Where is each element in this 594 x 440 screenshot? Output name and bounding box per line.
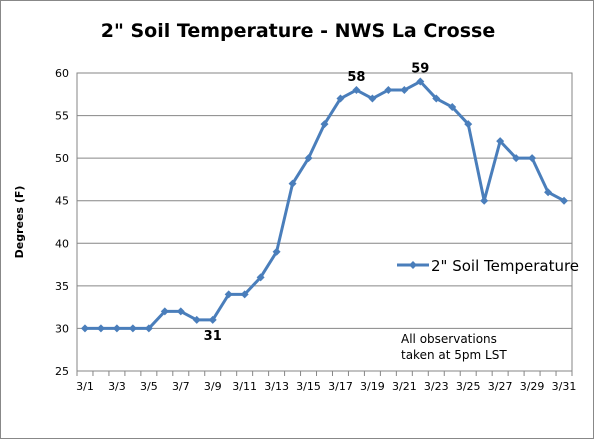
- gridlines: [77, 115, 572, 329]
- data-point-3-18: [352, 86, 361, 95]
- data-point-3-13: [272, 247, 281, 256]
- legend-label: 2" Soil Temperature: [431, 257, 579, 275]
- x-tick-label: 3/27: [488, 380, 513, 393]
- data-point-3-10: [224, 290, 233, 299]
- x-tick-label: 3/31: [552, 380, 577, 393]
- data-label: 31: [204, 329, 222, 344]
- data-point-3-8: [192, 315, 201, 324]
- data-point-3-31: [560, 196, 569, 205]
- data-point-3-29: [528, 154, 537, 163]
- data-point-3-12: [256, 273, 265, 282]
- data-label: 58: [347, 70, 365, 85]
- x-tick-label: 3/5: [140, 380, 158, 393]
- data-point-3-9: [208, 315, 217, 324]
- y-tick-label: 45: [55, 195, 69, 208]
- x-tick-label: 3/17: [328, 380, 353, 393]
- data-point-3-19: [368, 94, 377, 103]
- annotation-line-2: taken at 5pm LST: [401, 348, 507, 362]
- y-tick-label: 30: [55, 322, 69, 335]
- data-point-3-21: [400, 86, 409, 95]
- x-tick-label: 3/9: [204, 380, 222, 393]
- data-point-3-2: [96, 324, 105, 333]
- series-line: [84, 80, 565, 330]
- data-point-3-23: [432, 94, 441, 103]
- legend-marker: [409, 261, 417, 269]
- chart-title: 2" Soil Temperature - NWS La Crosse: [101, 20, 495, 42]
- x-tick-label: 3/23: [424, 380, 449, 393]
- data-point-3-20: [384, 86, 393, 95]
- data-point-3-5: [144, 324, 153, 333]
- data-point-3-11: [240, 290, 249, 299]
- y-tick-label: 40: [55, 237, 69, 250]
- x-tick-label: 3/1: [76, 380, 94, 393]
- data-point-3-26: [480, 196, 489, 205]
- plot-area-border: [76, 72, 573, 372]
- data-point-3-6: [160, 307, 169, 316]
- annotation-line-1: All observations: [401, 332, 497, 346]
- x-tick-label: 3/15: [296, 380, 321, 393]
- series-2in-soil-temperature: [80, 77, 569, 333]
- x-tick-label: 3/25: [456, 380, 481, 393]
- data-point-3-30: [544, 188, 553, 197]
- y-tick-label: 50: [55, 152, 69, 165]
- y-tick-label: 35: [55, 280, 69, 293]
- data-point-3-15: [304, 154, 313, 163]
- y-tick-label: 55: [55, 110, 69, 123]
- x-tick-label: 3/19: [360, 380, 385, 393]
- y-tick-label: 25: [55, 365, 69, 378]
- data-point-3-7: [176, 307, 185, 316]
- data-labels: 31 58 59: [204, 62, 430, 344]
- data-point-3-27: [496, 137, 505, 146]
- x-tick-label: 3/7: [172, 380, 190, 393]
- data-point-3-14: [288, 179, 297, 188]
- data-point-3-25: [464, 120, 473, 129]
- x-tick-label: 3/11: [232, 380, 257, 393]
- data-point-3-4: [128, 324, 137, 333]
- data-point-3-28: [512, 154, 521, 163]
- x-tick-label: 3/29: [520, 380, 545, 393]
- data-point-3-17: [336, 94, 345, 103]
- x-tick-label: 3/3: [108, 380, 126, 393]
- data-label: 59: [411, 62, 429, 77]
- legend: 2" Soil Temperature: [397, 257, 579, 275]
- data-point-3-16: [320, 120, 329, 129]
- data-point-3-3: [112, 324, 121, 333]
- data-point-3-1: [80, 324, 89, 333]
- data-point-3-24: [448, 103, 457, 112]
- x-tick-label: 3/21: [392, 380, 417, 393]
- data-point-3-22: [416, 77, 425, 86]
- x-axis-ticks: 3/1 3/3 3/5 3/7 3/9 3/11 3/13 3/15 3/17 3/19 3/21 3…: [76, 371, 576, 393]
- y-tick-label: 60: [55, 67, 69, 80]
- x-tick-label: 3/13: [264, 380, 289, 393]
- y-axis-ticks: 25 30 35 40 45 50 55 60: [55, 67, 69, 378]
- y-axis-label: Degrees (F): [13, 186, 26, 259]
